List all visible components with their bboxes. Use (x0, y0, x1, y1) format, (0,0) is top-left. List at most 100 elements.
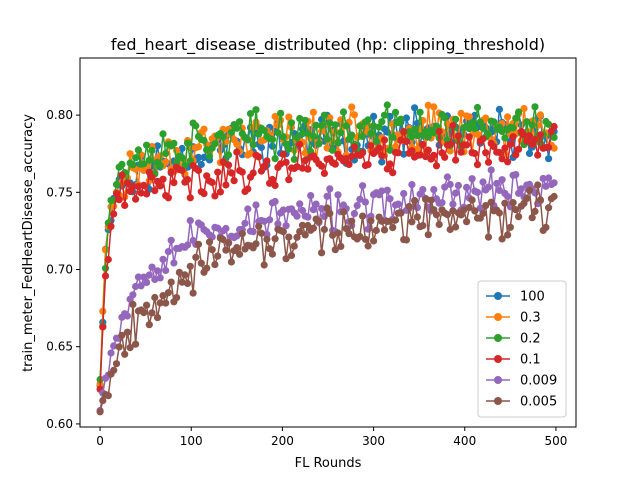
legend-marker (494, 397, 502, 405)
data-point (348, 217, 356, 225)
y-tick-label: 0.70 (46, 263, 73, 277)
data-point (550, 179, 558, 187)
data-point (249, 228, 257, 236)
data-point (468, 175, 476, 183)
data-point (320, 225, 328, 234)
data-point (153, 142, 162, 150)
data-point (452, 156, 460, 164)
data-point (277, 160, 285, 168)
data-point (495, 209, 503, 217)
chart-title: fed_heart_disease_distributed (hp: clipp… (111, 35, 545, 55)
data-point (345, 160, 353, 169)
data-point (443, 211, 451, 219)
data-point (175, 268, 183, 276)
data-point (178, 154, 186, 162)
series-0.1 (96, 121, 558, 393)
x-tick-label: 400 (453, 434, 476, 448)
data-point (121, 350, 129, 358)
data-point (298, 221, 307, 229)
data-point (216, 188, 224, 196)
data-point (326, 185, 334, 193)
data-point (452, 189, 460, 197)
data-point (337, 242, 345, 250)
data-point (203, 264, 211, 272)
data-point (148, 146, 156, 155)
data-point (323, 144, 331, 152)
data-point (350, 143, 358, 151)
data-point (534, 151, 542, 159)
data-point (495, 148, 503, 157)
data-point (184, 279, 192, 288)
data-point (263, 157, 271, 165)
data-point (112, 360, 121, 368)
data-point (304, 129, 312, 138)
x-axis-label: FL Rounds (295, 456, 362, 471)
data-point (424, 231, 432, 239)
legend-marker (494, 313, 502, 321)
data-point (208, 178, 216, 187)
data-point (525, 132, 534, 140)
data-point (318, 205, 326, 213)
data-point (339, 108, 348, 116)
data-point (304, 165, 312, 173)
data-point (378, 187, 386, 195)
legend-marker (494, 376, 502, 384)
data-point (504, 192, 512, 201)
data-point (194, 143, 203, 151)
data-point (534, 181, 542, 189)
data-point (359, 149, 367, 157)
data-point (361, 198, 369, 206)
data-point (266, 245, 274, 253)
data-point (329, 231, 337, 239)
data-point (194, 153, 203, 161)
data-point (115, 343, 123, 351)
data-point (545, 204, 553, 212)
data-point (536, 196, 545, 204)
data-point (525, 186, 534, 194)
data-point (348, 131, 356, 139)
data-point (132, 195, 140, 203)
data-point (370, 237, 378, 245)
data-point (542, 223, 550, 231)
data-point (178, 278, 186, 286)
data-point (386, 217, 394, 225)
data-point (170, 139, 178, 147)
data-point (405, 202, 413, 211)
data-point (252, 201, 260, 209)
data-point (156, 162, 164, 170)
data-point (151, 275, 159, 284)
data-point (498, 127, 506, 135)
data-point (525, 149, 534, 157)
data-point (148, 173, 156, 181)
data-point (545, 155, 553, 163)
data-point (143, 141, 151, 149)
data-point (435, 220, 443, 229)
data-point (137, 189, 145, 197)
data-point (446, 147, 454, 155)
data-point (143, 190, 151, 198)
data-point (129, 182, 137, 190)
data-point (227, 169, 235, 177)
data-point (236, 118, 244, 126)
data-point (383, 101, 391, 109)
data-point (148, 309, 156, 317)
data-point (271, 235, 279, 243)
data-point (419, 186, 427, 194)
data-point (110, 210, 118, 218)
data-point (367, 130, 375, 138)
data-point (441, 183, 449, 191)
data-point (400, 128, 408, 136)
data-point (208, 246, 216, 254)
data-point (145, 156, 153, 164)
data-point (506, 140, 514, 148)
data-point (260, 162, 268, 170)
data-point (484, 130, 493, 138)
data-point (101, 264, 110, 272)
data-point (550, 122, 558, 131)
data-point (435, 127, 443, 136)
data-point (260, 261, 268, 269)
data-point (285, 176, 293, 184)
data-point (413, 145, 421, 153)
data-point (285, 113, 293, 121)
data-point (107, 349, 115, 357)
